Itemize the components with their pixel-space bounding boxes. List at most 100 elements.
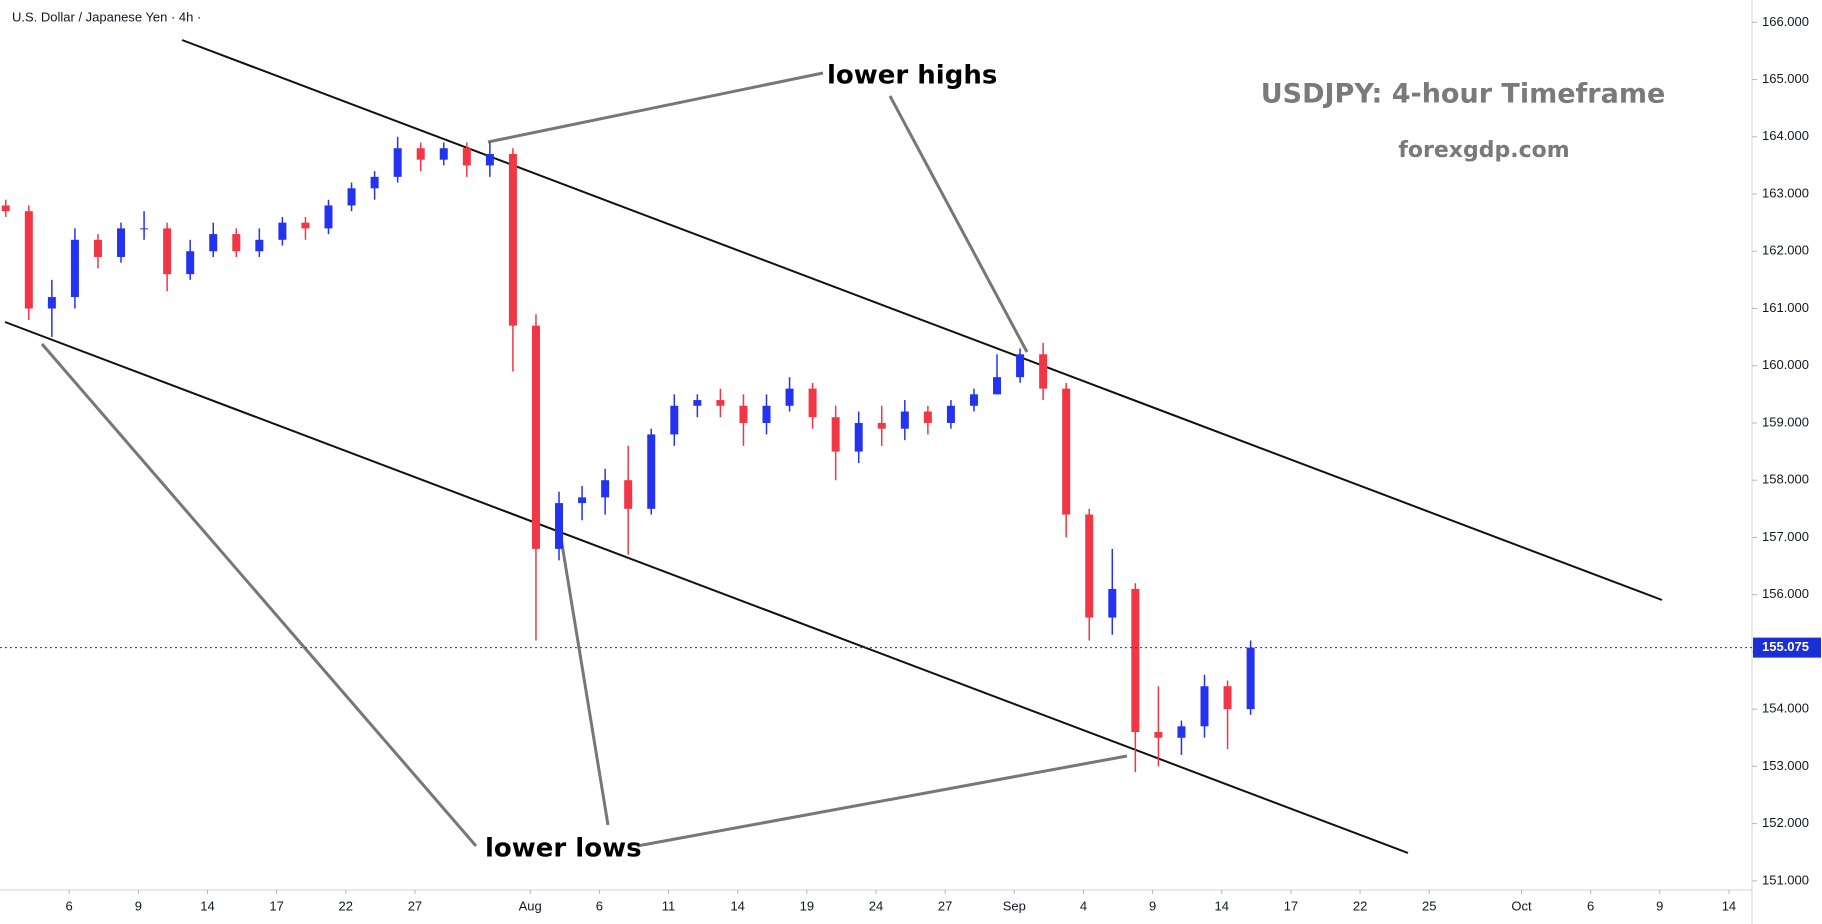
upper-channel-line [181, 39, 1663, 601]
candle-body [739, 405, 748, 423]
x-tick-label: 4 [1080, 898, 1087, 913]
candle-body [117, 228, 126, 257]
y-tick-label: 162.000 [1762, 243, 1809, 258]
y-tick-label: 165.000 [1762, 71, 1809, 86]
x-tick-label: 27 [938, 898, 952, 913]
candle-body [854, 422, 863, 452]
pointer [888, 95, 1029, 353]
candle-body [70, 239, 79, 298]
x-tick-label: 24 [869, 898, 883, 913]
x-tick-label: 14 [200, 898, 214, 913]
y-tick-label: 154.000 [1762, 701, 1809, 716]
candle-body [370, 176, 379, 189]
candle-body [624, 480, 633, 509]
candle-body [993, 377, 1002, 395]
x-tick-label: 6 [596, 898, 603, 913]
annotation: lower lows [485, 834, 642, 864]
candle-body [647, 434, 656, 509]
candle-body [255, 239, 264, 252]
x-tick-label: Sep [1003, 898, 1026, 913]
candle-body [301, 222, 310, 229]
pointer [559, 537, 610, 826]
y-tick-label: 160.000 [1762, 357, 1809, 372]
candle-body [900, 411, 909, 429]
x-tick-label: 22 [1353, 898, 1367, 913]
annotation: lower highs [827, 61, 997, 91]
candle-body [693, 400, 702, 406]
candle-body [969, 394, 978, 406]
y-tick-label: 159.000 [1762, 414, 1809, 429]
candle-body [1177, 726, 1186, 738]
x-tick-label: 17 [1284, 898, 1298, 913]
x-tick-label: 14 [1722, 898, 1736, 913]
candle-body [923, 411, 932, 423]
x-tick-label: Oct [1511, 898, 1532, 913]
lower-channel-line [4, 321, 1409, 854]
x-tick-label: 11 [662, 898, 676, 913]
x-tick-label: 14 [730, 898, 744, 913]
y-tick-label: 163.000 [1762, 185, 1809, 200]
candle-body [232, 234, 241, 252]
x-tick-label: 9 [1656, 898, 1663, 913]
candle-body [1200, 686, 1209, 727]
x-tick-label: 6 [66, 898, 73, 913]
candle-body [1039, 354, 1048, 389]
x-tick-label: 27 [408, 898, 422, 913]
candle-body [1, 205, 10, 212]
candle-body [1154, 732, 1163, 738]
last-price-label: 155.075 [1762, 639, 1809, 654]
x-tick-label: 9 [1149, 898, 1156, 913]
candle-body [1223, 686, 1232, 710]
y-tick-label: 152.000 [1762, 815, 1809, 830]
candle-body [485, 153, 494, 166]
candle-body [1062, 388, 1071, 515]
y-tick-label: 157.000 [1762, 529, 1809, 544]
candle-body [716, 400, 725, 406]
x-tick-label: 9 [135, 898, 142, 913]
last-price-tag [1753, 637, 1821, 658]
y-tick-label: 158.000 [1762, 472, 1809, 487]
candle-body [555, 503, 564, 549]
candle-body [140, 228, 149, 230]
candle-body [416, 148, 425, 160]
candle-body [508, 153, 517, 326]
candle-body [278, 222, 287, 240]
candle-body [1246, 647, 1255, 710]
candle-body [785, 388, 794, 406]
y-tick-label: 161.000 [1762, 300, 1809, 315]
y-tick-label: 166.000 [1762, 14, 1809, 29]
candle-body [946, 405, 955, 423]
candle-body [1085, 514, 1094, 618]
candle-body [531, 325, 540, 549]
candle-body [1108, 588, 1117, 618]
x-tick-label: 19 [800, 898, 814, 913]
candle-body [24, 211, 33, 309]
candle-body [1131, 588, 1140, 733]
candle-body [163, 228, 172, 275]
x-tick-label: 22 [339, 898, 353, 913]
candle-body [877, 422, 886, 429]
candle-body [209, 234, 218, 252]
pointer [40, 343, 478, 847]
candle-body [601, 480, 610, 498]
y-tick-label: 151.000 [1762, 872, 1809, 887]
candle-body [47, 297, 56, 309]
candle-body [831, 417, 840, 452]
candle-body [578, 497, 587, 504]
y-tick-label: 164.000 [1762, 128, 1809, 143]
x-tick-label: Aug [519, 898, 542, 913]
y-tick-label: 153.000 [1762, 758, 1809, 773]
candle-body [808, 388, 817, 418]
candle-body [93, 239, 102, 257]
pointer [487, 71, 824, 144]
chart-title: USDJPY: 4-hour Timeframe [1261, 79, 1666, 110]
x-tick-label: 17 [269, 898, 283, 913]
candle-body [393, 148, 402, 177]
chart-subtitle: forexgdp.com [1398, 138, 1569, 163]
candle-body [462, 148, 471, 166]
candle-body [439, 148, 448, 160]
x-tick-label: 14 [1215, 898, 1229, 913]
